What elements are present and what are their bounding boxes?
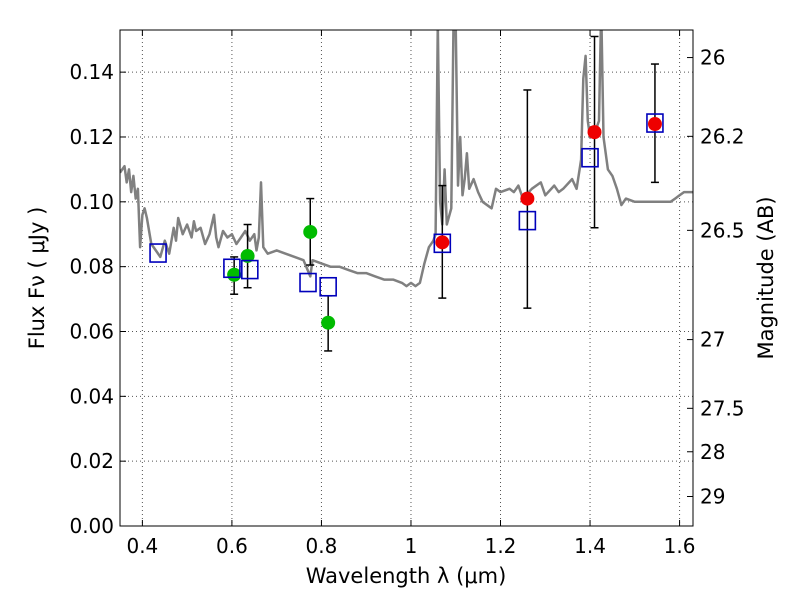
right-tick-label: 27 bbox=[700, 328, 725, 352]
plot-frame bbox=[119, 29, 694, 527]
right-axis-ticks: 26 26.2 26.5 27 27.5 28 29 bbox=[687, 46, 745, 508]
x-axis-label: Wavelength λ (μm) bbox=[306, 564, 507, 588]
square-point bbox=[223, 258, 241, 279]
x-tick-label: 1.4 bbox=[574, 534, 606, 558]
square-point bbox=[319, 276, 337, 297]
x-tick-label: 1 bbox=[405, 534, 418, 558]
x-axis-ticks: 0.4 0.6 0.8 1 1.2 1.4 1.6 bbox=[126, 30, 695, 558]
y-axis-label: Flux Fν ( μJy ) bbox=[25, 207, 49, 350]
square-point bbox=[299, 272, 317, 293]
right-tick-label: 26.5 bbox=[700, 218, 745, 242]
green-point bbox=[321, 315, 336, 330]
right-tick-label: 26 bbox=[700, 46, 725, 70]
y-tick-label: 0.06 bbox=[69, 319, 114, 343]
red-point bbox=[647, 117, 662, 132]
y-tick-label: 0.12 bbox=[69, 125, 114, 149]
square-point bbox=[646, 113, 664, 133]
y-tick-label: 0.02 bbox=[69, 449, 114, 473]
right-tick-label: 29 bbox=[700, 484, 725, 508]
y-axis-ticks: 0.00 0.02 0.04 0.06 0.08 0.10 0.12 0.14 bbox=[69, 60, 126, 538]
square-point bbox=[433, 233, 452, 254]
green-point bbox=[227, 267, 242, 282]
right-tick-label: 27.5 bbox=[700, 396, 745, 420]
x-tick-label: 0.6 bbox=[216, 534, 248, 558]
red-point bbox=[435, 235, 450, 250]
data-markers bbox=[149, 113, 664, 330]
grid-lines bbox=[120, 30, 693, 527]
y-tick-label: 0.04 bbox=[69, 384, 114, 408]
model-spectrum-line bbox=[120, 30, 693, 288]
y-tick-label: 0.10 bbox=[69, 190, 114, 214]
right-tick-label: 26.2 bbox=[700, 124, 745, 148]
green-point bbox=[240, 248, 255, 263]
x-tick-label: 1.2 bbox=[485, 534, 517, 558]
right-tick-label: 28 bbox=[700, 440, 725, 464]
y-tick-label: 0.14 bbox=[69, 60, 114, 84]
square-point bbox=[581, 147, 599, 168]
square-point bbox=[518, 210, 537, 231]
green-point bbox=[303, 224, 318, 239]
x-tick-label: 0.8 bbox=[306, 534, 338, 558]
model-spectrum bbox=[120, 30, 693, 288]
y-tick-label: 0.00 bbox=[69, 514, 114, 538]
red-point bbox=[587, 125, 602, 140]
square-point bbox=[149, 243, 167, 263]
y-tick-label: 0.08 bbox=[69, 255, 114, 279]
x-tick-label: 1.6 bbox=[664, 534, 696, 558]
x-tick-label: 0.4 bbox=[126, 534, 158, 558]
red-point bbox=[520, 191, 535, 206]
right-axis-label: Magnitude (AB) bbox=[754, 196, 778, 359]
square-point bbox=[241, 259, 259, 280]
